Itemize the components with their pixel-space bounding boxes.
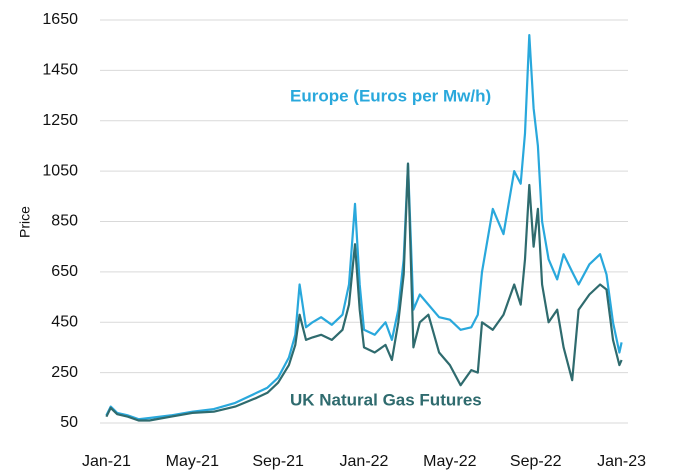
y-tick-label: 1650 [42,11,78,28]
y-tick-label: 650 [51,263,78,280]
y-tick-label: 250 [51,364,78,381]
x-tick-label: May-22 [423,453,476,470]
y-tick-label: 450 [51,313,78,330]
x-tick-label: Sep-22 [510,453,562,470]
y-tick-label: 1050 [42,162,78,179]
series-line [105,162,623,422]
series-label: UK Natural Gas Futures [290,390,482,409]
x-tick-label: May-21 [166,453,219,470]
y-tick-label: 850 [51,213,78,230]
series-label: Europe (Euros per Mw/h) [290,86,491,105]
y-tick-label: 1450 [42,62,78,79]
y-axis-label: Price [17,206,33,238]
x-tick-label: Jan-22 [340,453,389,470]
x-tick-label: Jan-23 [597,453,646,470]
x-tick-label: Sep-21 [252,453,304,470]
y-tick-label: 1250 [42,112,78,129]
x-tick-label: Jan-21 [82,453,131,470]
y-tick-label: 50 [60,414,78,431]
